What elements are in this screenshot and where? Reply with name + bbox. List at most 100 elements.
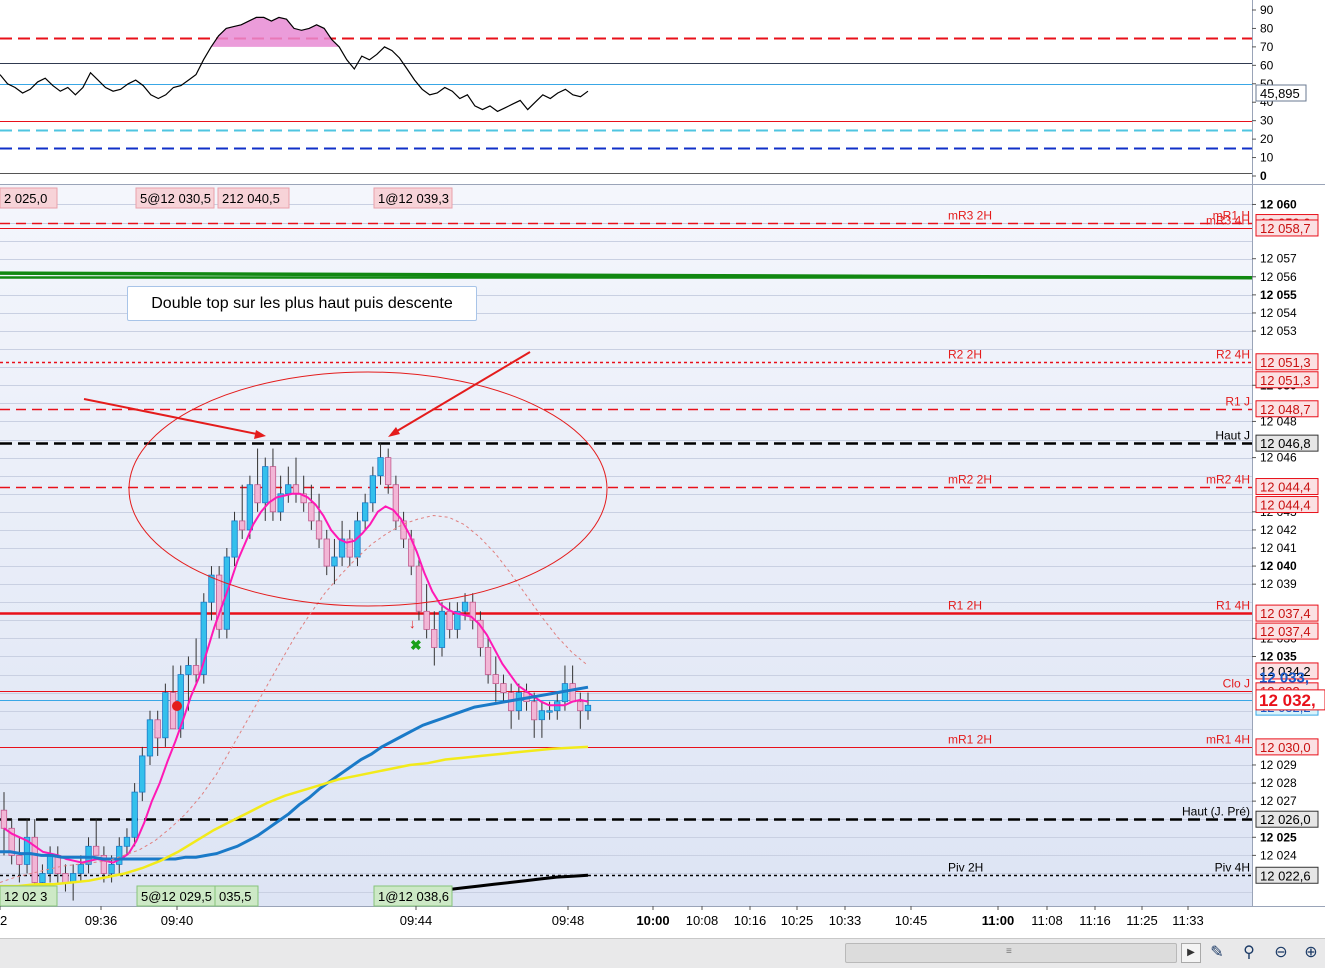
- candle-body: [77, 864, 84, 874]
- arrow-head-first-top: [254, 430, 266, 439]
- arrow-second-top[interactable]: [391, 351, 531, 435]
- candle-body: [492, 674, 499, 684]
- candle-body: [331, 556, 338, 567]
- zoom-out-icon[interactable]: ⊖: [1274, 944, 1288, 961]
- candle-body: [454, 610, 461, 630]
- grip-icon: ≡: [1006, 946, 1012, 957]
- annotation-text: Double top sur les plus haut puis descen…: [151, 295, 453, 312]
- candle-body: [100, 855, 107, 874]
- candle-body: [431, 629, 438, 648]
- candle-body: [384, 457, 392, 486]
- price-tick-label: 12 046: [1260, 451, 1297, 465]
- time-tick-label: 09:48: [552, 913, 585, 928]
- candle-body: [446, 610, 453, 630]
- candle-body: [484, 647, 492, 675]
- candle-body: [8, 827, 15, 856]
- level-price-label-secondary: 12 044,4: [1260, 498, 1311, 513]
- candle-body: [438, 610, 446, 648]
- price-tick-label: 12 057: [1260, 252, 1297, 266]
- current-price-label: 12 032,: [1259, 691, 1316, 710]
- candle-body: [31, 836, 38, 883]
- level-price-box: [1255, 400, 1319, 418]
- candle-body: [108, 864, 115, 874]
- time-tick-label: 11:25: [1126, 913, 1158, 928]
- candle-body: [123, 836, 131, 847]
- level-price-box: [1255, 738, 1319, 756]
- close-price-label: 12 033,: [1259, 669, 1309, 686]
- level-right-label: mR1 H: [1213, 209, 1250, 223]
- candle-body: [192, 665, 200, 675]
- level-price-label: 12 030,0: [1260, 740, 1311, 755]
- candle-body: [0, 809, 8, 829]
- candle-body: [16, 855, 23, 865]
- candle-body: [300, 493, 307, 504]
- level-price-label-secondary: 12 051,3: [1260, 373, 1311, 388]
- oscillator-value-label: 45,895: [1260, 86, 1300, 101]
- price-tick-label: 12 027: [1260, 794, 1297, 808]
- candle-body: [538, 710, 545, 721]
- candle-body: [269, 466, 277, 513]
- level-price-box: [1255, 478, 1319, 496]
- candle-body: [139, 755, 146, 793]
- time-tick-label: 10:08: [686, 913, 719, 928]
- order-tag-bottom-label: 035,5: [219, 889, 252, 904]
- level-right-label: Haut J: [1215, 429, 1250, 443]
- order-tag-top: [135, 187, 215, 209]
- price-tick-label: 12 042: [1260, 523, 1297, 537]
- candle-body: [46, 855, 54, 874]
- oscillator-background: [0, 0, 1252, 184]
- order-tag-top-label: 5@12 030,5: [140, 191, 211, 206]
- price-tick-label: 12 040: [1260, 559, 1297, 573]
- level-price-box: [1255, 662, 1319, 680]
- zoom-fit-icon[interactable]: ⚲: [1243, 944, 1255, 961]
- time-tick-label: 2: [0, 913, 7, 928]
- double-top-ellipse[interactable]: [128, 371, 608, 607]
- level-price-label-secondary: 12 037,4: [1260, 624, 1311, 639]
- crosshair-tool-icon[interactable]: ✎: [1210, 944, 1224, 961]
- candle-body: [231, 520, 238, 558]
- time-tick-label: 09:36: [85, 913, 118, 928]
- level-left-label: R1 2H: [948, 599, 982, 613]
- price-tick-label: 12 060: [1260, 197, 1297, 211]
- scrollbar-thumb[interactable]: ≡: [845, 943, 1177, 963]
- time-tick-label: 11:16: [1079, 913, 1111, 928]
- time-tick-label: 10:00: [636, 913, 669, 928]
- candle-body: [469, 601, 476, 621]
- level-price-label: 12 044,4: [1260, 480, 1311, 495]
- oscillator-value-box: [1255, 84, 1307, 102]
- candle-body: [584, 704, 592, 712]
- arrow-first-top[interactable]: [83, 398, 263, 436]
- level-right-label: Haut (J. Pré): [1182, 805, 1250, 819]
- time-tick-label: 11:33: [1172, 913, 1204, 928]
- level-price-box: [1255, 866, 1319, 884]
- zoom-in-icon[interactable]: ⊕: [1304, 944, 1318, 961]
- candle-body: [361, 502, 369, 522]
- level-price-box: [1255, 810, 1319, 828]
- order-tag-bottom: [0, 885, 58, 907]
- candle-body: [292, 484, 300, 495]
- level-left-label: R2 2H: [948, 348, 982, 362]
- horizontal-scrollbar[interactable]: ≡ ▶ ✎ ⚲ ⊖ ⊕: [0, 938, 1325, 968]
- oscillator-tick-label: 10: [1260, 151, 1274, 165]
- level-price-label: 12 026,0: [1260, 812, 1311, 827]
- oscillator-line: [0, 16, 589, 113]
- candle-body: [346, 538, 353, 558]
- level-price-label: 12 051,3: [1260, 355, 1311, 370]
- candle-body: [85, 845, 92, 865]
- oscillator-tick-label: 60: [1260, 58, 1274, 72]
- level-right-label: R2 4H: [1216, 348, 1250, 362]
- oscillator-tick-label: 90: [1260, 3, 1274, 17]
- annotation-text-box[interactable]: Double top sur les plus haut puis descen…: [127, 286, 477, 321]
- buy-marker: ✖: [410, 637, 422, 653]
- level-left-label: Piv 2H: [948, 861, 983, 875]
- candle-body: [515, 692, 522, 712]
- candle-body: [162, 692, 169, 739]
- price-tick-label: 12 054: [1260, 306, 1297, 320]
- candle-body: [392, 484, 400, 522]
- level-right-label: R1 J: [1225, 395, 1250, 409]
- scroll-right-button[interactable]: ▶: [1181, 943, 1201, 963]
- candle-body: [569, 683, 576, 703]
- candle-body: [169, 692, 177, 730]
